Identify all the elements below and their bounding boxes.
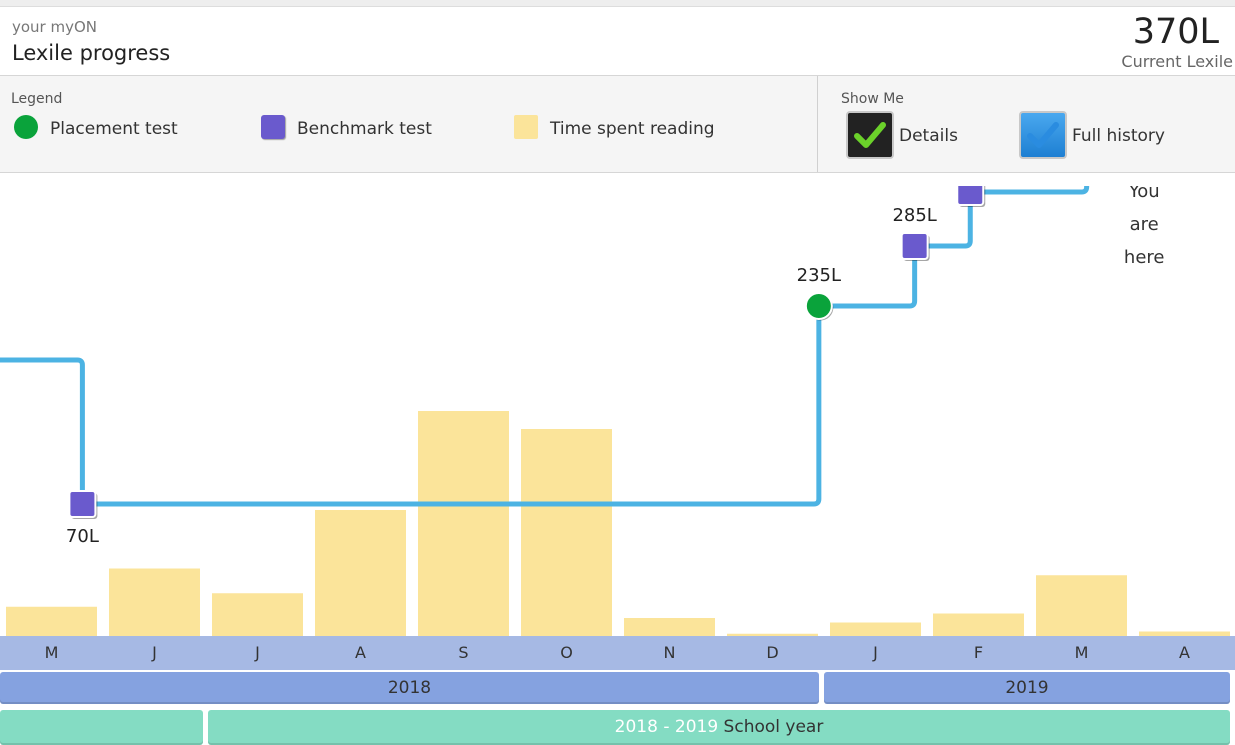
checkmark-icon xyxy=(854,122,886,148)
reading-time-bar xyxy=(1139,631,1230,636)
reading-time-bar xyxy=(624,618,715,636)
month-label: A xyxy=(1179,643,1190,662)
placement-test-marker xyxy=(804,292,833,320)
purple-square-icon xyxy=(261,115,285,139)
reading-time-bar xyxy=(933,613,1024,636)
full-history-toggle[interactable]: Full history xyxy=(1019,111,1179,161)
school-year-years: 2018 - 2019 xyxy=(614,717,719,737)
legend-panel: Legend Placement test Benchmark test Tim… xyxy=(0,76,1235,173)
legend-label: Time spent reading xyxy=(550,119,715,139)
reading-time-bar xyxy=(212,593,303,636)
show-me-title: Show Me xyxy=(841,91,904,107)
reading-time-bar xyxy=(6,606,97,636)
month-label: D xyxy=(766,643,779,662)
school-year-label: School year xyxy=(718,717,824,737)
month-label: S xyxy=(458,643,469,662)
lexile-point-label: 285L xyxy=(892,205,936,226)
full-history-label: Full history xyxy=(1072,126,1165,146)
reading-time-bar xyxy=(830,622,921,636)
lexile-chart: 70L235L285L330L350L370LYouarehere xyxy=(0,186,1235,636)
reading-time-bar xyxy=(418,411,509,636)
lexile-point-label: 235L xyxy=(797,265,841,286)
page-subtitle: your myON xyxy=(12,18,98,36)
month-label: O xyxy=(560,643,573,662)
legend-item-reading: Time spent reading xyxy=(514,114,744,142)
benchmark-test-marker xyxy=(956,186,985,206)
checkmark-icon xyxy=(1027,122,1059,148)
previous-school-year-bar xyxy=(0,710,203,745)
panel-divider xyxy=(817,76,818,172)
reading-time-bar xyxy=(727,633,818,636)
current-lexile-label: Current Lexile xyxy=(1121,52,1233,71)
school-year-bar: 2018 - 2019 School year xyxy=(208,710,1230,745)
month-label: J xyxy=(873,643,878,662)
legend-label: Placement test xyxy=(50,119,178,139)
page-header: your myON Lexile progress 370L Current L… xyxy=(0,7,1235,76)
month-label: A xyxy=(355,643,366,662)
reading-time-bar xyxy=(1036,575,1127,636)
you-are-here-label: You xyxy=(1128,186,1160,202)
yellow-square-icon xyxy=(514,115,538,139)
month-label: M xyxy=(1074,643,1089,662)
full-history-checkbox[interactable] xyxy=(1019,111,1067,159)
you-are-here-label: are xyxy=(1130,214,1159,235)
current-lexile-value: 370L xyxy=(1132,12,1219,52)
month-label: M xyxy=(44,643,59,662)
legend-item-placement: Placement test xyxy=(14,114,214,142)
legend-title: Legend xyxy=(11,91,63,107)
month-label: F xyxy=(973,643,984,662)
benchmark-test-marker xyxy=(900,232,929,260)
you-are-here-label: here xyxy=(1124,247,1165,268)
year-2019-bar: 2019 xyxy=(824,672,1230,704)
top-strip xyxy=(0,0,1235,7)
benchmark-test-marker xyxy=(68,490,97,518)
year-2018-bar: 2018 xyxy=(0,672,819,704)
legend-label: Benchmark test xyxy=(297,119,432,139)
details-toggle[interactable]: Details xyxy=(846,111,976,161)
month-label: N xyxy=(663,643,676,662)
lexile-point-label: 70L xyxy=(66,526,99,547)
month-label: J xyxy=(152,643,157,662)
details-label: Details xyxy=(899,126,958,146)
green-circle-icon xyxy=(14,115,38,139)
reading-time-bar xyxy=(315,510,406,636)
details-checkbox[interactable] xyxy=(846,111,894,159)
legend-item-benchmark: Benchmark test xyxy=(261,114,461,142)
reading-time-bar xyxy=(521,429,612,636)
reading-time-bar xyxy=(109,568,200,636)
page-title: Lexile progress xyxy=(12,41,171,65)
month-label: J xyxy=(255,643,260,662)
